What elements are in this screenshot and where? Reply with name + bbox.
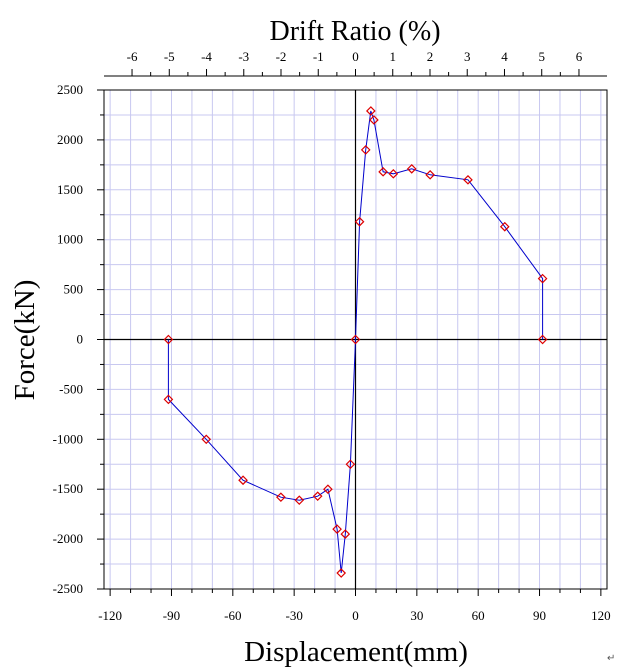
data-point: [350, 334, 361, 345]
series-line: [167, 110, 544, 574]
y-tick-label: -2500: [53, 581, 83, 596]
data-point: [201, 434, 212, 445]
y-tick-label: -1500: [53, 481, 83, 496]
y-tick-label: -2000: [53, 531, 83, 546]
data-point: [323, 484, 333, 495]
series-layer: [163, 106, 548, 578]
data-point: [332, 524, 342, 534]
data-point: [163, 334, 174, 345]
data-point: [425, 169, 435, 180]
data-point: [312, 491, 323, 502]
x2-tick-label: -4: [201, 49, 212, 64]
y-axis-title: Force(kN): [9, 280, 41, 401]
x2-tick-label: 1: [389, 49, 396, 64]
y-tick-label: -500: [59, 381, 83, 396]
x2-tick-label: 6: [576, 49, 583, 64]
y-tick-label: -1000: [53, 431, 83, 446]
x2-tick-label: 4: [501, 49, 508, 64]
x2-tick-label: -2: [276, 49, 287, 64]
data-point: [345, 459, 356, 470]
y-tick-label: 2500: [57, 82, 83, 97]
x-tick-label: -30: [285, 608, 302, 623]
x2-tick-label: -3: [238, 49, 249, 64]
data-point: [388, 168, 399, 179]
data-point: [276, 492, 286, 503]
y-tick-label: 0: [77, 332, 84, 347]
x-tick-label: 60: [472, 608, 485, 623]
x-tick-label: -120: [98, 608, 122, 623]
data-point: [294, 495, 305, 506]
data-point: [340, 529, 351, 539]
x2-tick-label: -6: [127, 49, 138, 64]
data-point: [537, 273, 548, 284]
data-point: [365, 106, 376, 116]
y-tick-label: 500: [64, 282, 84, 297]
data-point: [238, 475, 248, 486]
data-point: [163, 394, 174, 405]
data-point: [336, 568, 347, 578]
x2-tick-label: -1: [313, 49, 324, 64]
x2-tick-label: 3: [464, 49, 471, 64]
data-point: [499, 221, 510, 232]
x-tick-label: 90: [533, 608, 546, 623]
y-tick-label: 1000: [57, 232, 83, 247]
x2-tick-label: 0: [352, 49, 359, 64]
data-point: [360, 145, 371, 155]
x2-tick-label: 2: [427, 49, 434, 64]
data-point: [369, 115, 379, 125]
x-tick-label: 30: [410, 608, 423, 623]
x-axis-title: Displacement(mm): [244, 636, 468, 668]
x2-tick-label: -5: [164, 49, 175, 64]
data-point: [354, 216, 365, 227]
x-tick-label: -60: [224, 608, 241, 623]
corner-mark: ↵: [607, 653, 616, 664]
secondary-x-axis-title: Drift Ratio (%): [269, 16, 440, 47]
x-tick-label: -90: [163, 608, 180, 623]
data-point: [406, 163, 417, 174]
y-tick-label: 1500: [57, 182, 83, 197]
x2-tick-label: 5: [538, 49, 545, 64]
y-tick-label: 2000: [57, 132, 83, 147]
data-point: [537, 334, 548, 345]
data-point: [463, 174, 473, 185]
ticks: -120 -90 -60 -30 0 30 60 90 120-2500-2000-1500-1…: [53, 49, 611, 623]
data-point: [378, 166, 388, 177]
x-tick-label: 0: [352, 608, 359, 623]
x-tick-label: 120: [591, 608, 611, 623]
